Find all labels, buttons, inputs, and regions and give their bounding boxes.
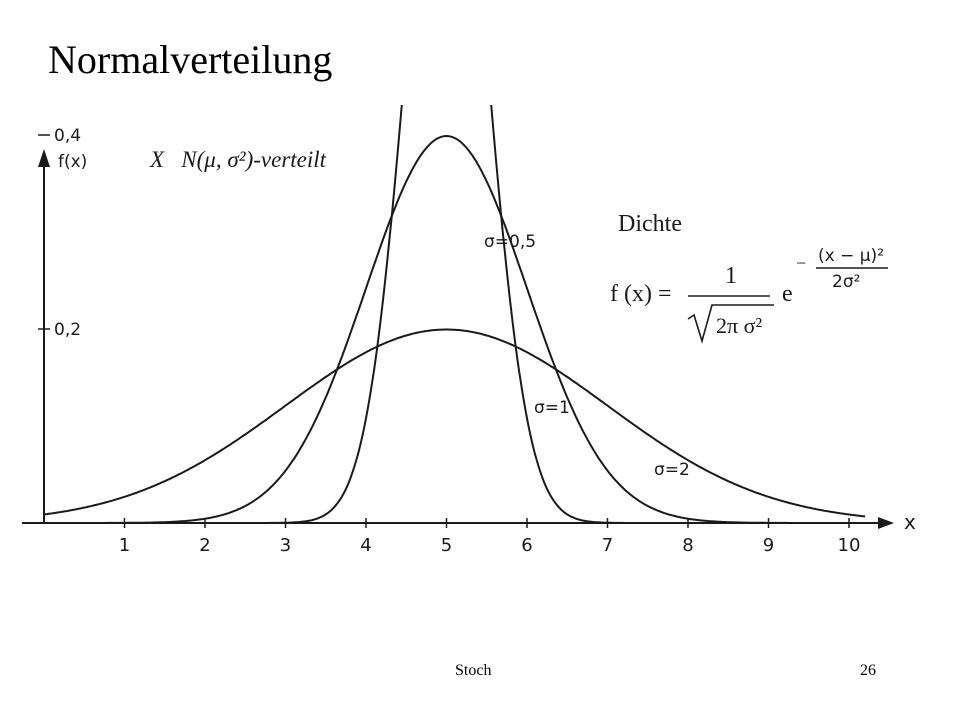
x-tick-label: 4 [360, 535, 371, 556]
x-tick-label: 3 [280, 535, 291, 556]
chart-svg: 1 2 3 4 5 6 7 8 9 10 0,2 0,4 f(x) x X N(μ, σ²)-vert… [22, 105, 916, 556]
axis-ticks: 1 2 3 4 5 6 7 8 9 10 0,2 0,4 [38, 126, 860, 556]
x-tick-label: 5 [441, 535, 452, 556]
density-formula: Dichte f (x) = 1 2π σ² e − (x − μ)² 2σ² [610, 211, 888, 344]
density-curve-2 [44, 134, 866, 524]
normal-distribution-figure: 1 2 3 4 5 6 7 8 9 10 0,2 0,4 f(x) x X N(μ, σ²)-vert… [22, 105, 928, 560]
x-tick-label: 6 [521, 535, 532, 556]
formula-heading: Dichte [618, 211, 682, 237]
formula-lhs: f (x) = [610, 281, 672, 307]
footer-course-label: Stoch [455, 662, 492, 679]
formula-base-e: e [782, 281, 793, 307]
axes [22, 149, 894, 529]
y-axis-label: f(x) [58, 152, 87, 172]
x-tick-label: 7 [602, 535, 613, 556]
x-tick-label: 9 [763, 535, 774, 556]
x-tick-label: 1 [119, 535, 130, 556]
series-labels: σ=0,5 σ=1 σ=2 [484, 232, 690, 480]
y-axis-arrow [38, 149, 50, 167]
density-curves [43, 105, 866, 524]
formula-sqrt-sign [687, 304, 774, 344]
series-label-sigma-2: σ=2 [654, 460, 690, 480]
formula-exp-sign: − [796, 253, 806, 273]
x-tick-label: 10 [838, 535, 861, 556]
chart-title: X N(μ, σ²)-verteilt [149, 147, 327, 172]
formula-denominator: 2π σ² [716, 313, 762, 338]
series-label-sigma-0-5: σ=0,5 [484, 232, 536, 252]
formula-exp-numerator: (x − μ)² [818, 246, 884, 266]
y-tick-label: 0,2 [54, 320, 81, 340]
y-tick-label: 0,4 [54, 126, 81, 146]
x-axis-label: x [904, 510, 916, 534]
footer-page-number: 26 [860, 662, 876, 679]
x-axis-arrow [878, 517, 894, 529]
formula-exp-denominator: 2σ² [832, 272, 860, 292]
slide-title: Normalverteilung [48, 37, 333, 82]
density-curve-3 [43, 328, 866, 518]
x-tick-label: 2 [199, 535, 210, 556]
formula-numerator: 1 [725, 263, 737, 289]
x-tick-label: 8 [682, 535, 693, 556]
series-label-sigma-1: σ=1 [534, 398, 570, 418]
